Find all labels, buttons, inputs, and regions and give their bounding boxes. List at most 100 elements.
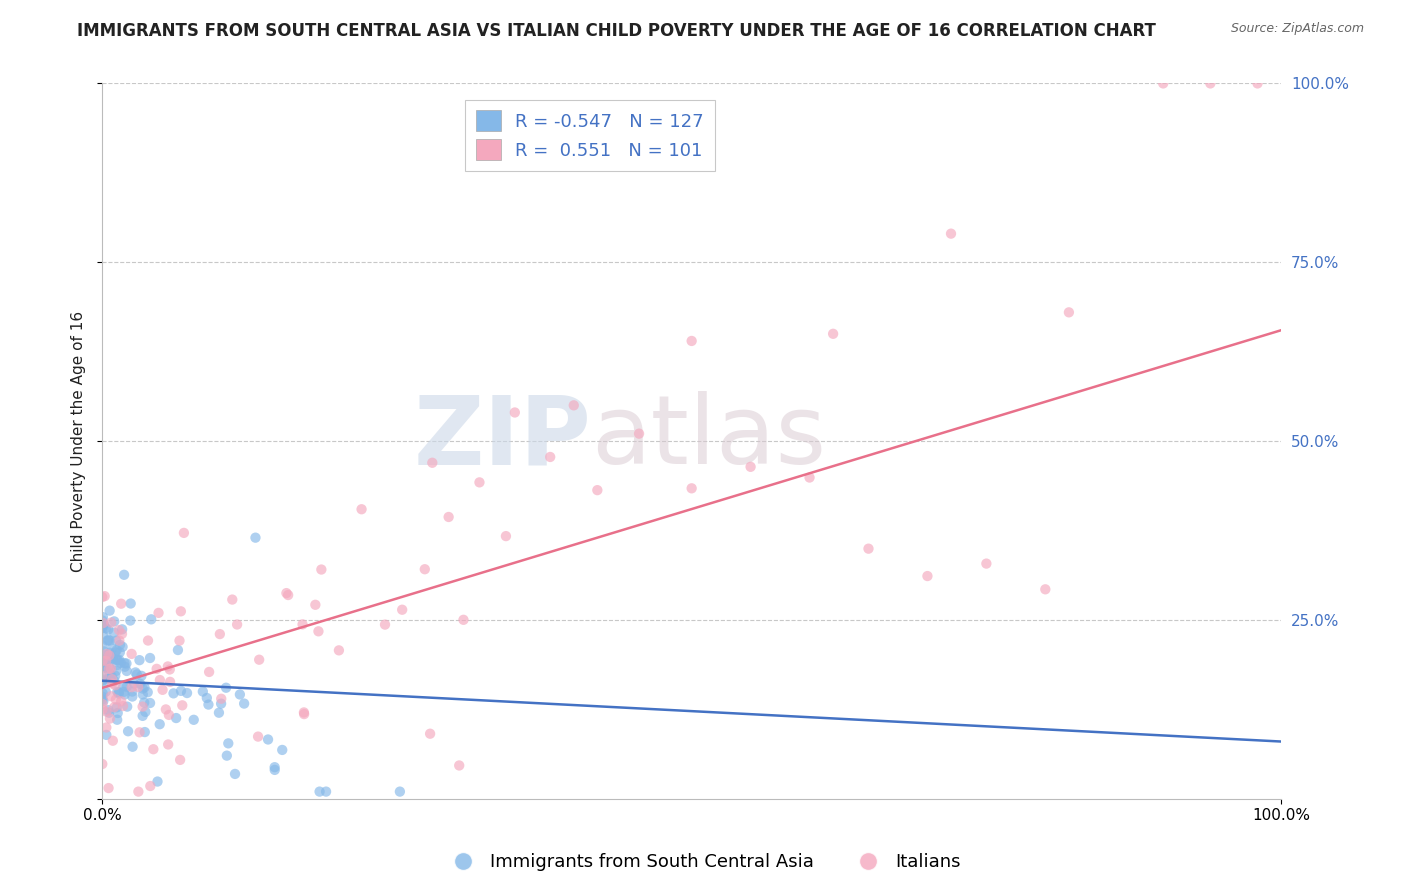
- Point: [229, 688, 252, 702]
- Point: [586, 483, 609, 497]
- Point: [120, 597, 142, 611]
- Point: [112, 685, 135, 699]
- Point: [139, 696, 162, 710]
- Point: [197, 698, 219, 712]
- Point: [98, 660, 121, 674]
- Point: [105, 653, 128, 667]
- Point: [292, 707, 315, 722]
- Point: [91, 638, 114, 652]
- Point: [134, 725, 156, 739]
- Point: [97, 633, 120, 648]
- Point: [96, 705, 118, 719]
- Point: [538, 450, 561, 464]
- Point: [209, 697, 232, 711]
- Point: [105, 664, 128, 678]
- Point: [105, 713, 128, 727]
- Point: [628, 426, 651, 441]
- Point: [93, 659, 115, 673]
- Point: [149, 673, 172, 687]
- Point: [176, 686, 198, 700]
- Point: [96, 647, 118, 661]
- Point: [127, 784, 149, 798]
- Point: [413, 562, 436, 576]
- Point: [1246, 77, 1268, 91]
- Point: [149, 717, 172, 731]
- Text: ZIP: ZIP: [413, 391, 592, 484]
- Point: [96, 633, 118, 648]
- Point: [110, 597, 132, 611]
- Point: [115, 699, 138, 714]
- Point: [97, 623, 120, 637]
- Legend: R = -0.547   N = 127, R =  0.551   N = 101: R = -0.547 N = 127, R = 0.551 N = 101: [465, 100, 714, 171]
- Point: [136, 685, 159, 699]
- Point: [1152, 77, 1174, 91]
- Point: [91, 692, 114, 706]
- Point: [155, 702, 177, 716]
- Point: [128, 653, 150, 667]
- Point: [681, 481, 703, 495]
- Point: [134, 705, 156, 719]
- Point: [108, 687, 131, 701]
- Point: [105, 658, 128, 673]
- Point: [142, 742, 165, 756]
- Point: [100, 641, 122, 656]
- Point: [681, 334, 703, 348]
- Point: [107, 706, 129, 720]
- Point: [94, 655, 117, 669]
- Point: [145, 662, 167, 676]
- Point: [170, 604, 193, 618]
- Point: [108, 633, 131, 648]
- Point: [173, 525, 195, 540]
- Point: [98, 646, 121, 660]
- Point: [858, 541, 880, 556]
- Point: [131, 709, 153, 723]
- Point: [170, 684, 193, 698]
- Point: [91, 610, 114, 624]
- Point: [292, 706, 315, 720]
- Point: [215, 681, 238, 695]
- Point: [208, 706, 231, 720]
- Point: [157, 707, 180, 722]
- Point: [98, 706, 121, 720]
- Point: [91, 615, 114, 630]
- Point: [108, 638, 131, 652]
- Point: [107, 653, 129, 667]
- Point: [94, 648, 117, 662]
- Point: [114, 656, 136, 670]
- Point: [453, 613, 475, 627]
- Point: [215, 748, 238, 763]
- Point: [740, 459, 762, 474]
- Text: IMMIGRANTS FROM SOUTH CENTRAL ASIA VS ITALIAN CHILD POVERTY UNDER THE AGE OF 16 : IMMIGRANTS FROM SOUTH CENTRAL ASIA VS IT…: [77, 22, 1156, 40]
- Point: [105, 685, 128, 699]
- Point: [121, 690, 143, 704]
- Point: [115, 657, 138, 671]
- Point: [117, 724, 139, 739]
- Point: [91, 654, 114, 668]
- Point: [799, 470, 821, 484]
- Point: [449, 758, 471, 772]
- Point: [152, 682, 174, 697]
- Point: [91, 673, 114, 687]
- Point: [304, 598, 326, 612]
- Point: [93, 675, 115, 690]
- Point: [97, 672, 120, 686]
- Point: [96, 651, 118, 665]
- Point: [104, 645, 127, 659]
- Point: [271, 743, 294, 757]
- Point: [105, 643, 128, 657]
- Point: [124, 665, 146, 680]
- Point: [156, 659, 179, 673]
- Point: [162, 686, 184, 700]
- Point: [221, 592, 243, 607]
- Point: [169, 633, 191, 648]
- Point: [131, 681, 153, 696]
- Point: [98, 712, 121, 726]
- Point: [315, 784, 337, 798]
- Legend: Immigrants from South Central Asia, Italians: Immigrants from South Central Asia, Ital…: [437, 847, 969, 879]
- Point: [93, 694, 115, 708]
- Point: [111, 640, 134, 654]
- Point: [503, 405, 526, 419]
- Point: [91, 697, 114, 711]
- Point: [101, 672, 124, 686]
- Point: [263, 760, 285, 774]
